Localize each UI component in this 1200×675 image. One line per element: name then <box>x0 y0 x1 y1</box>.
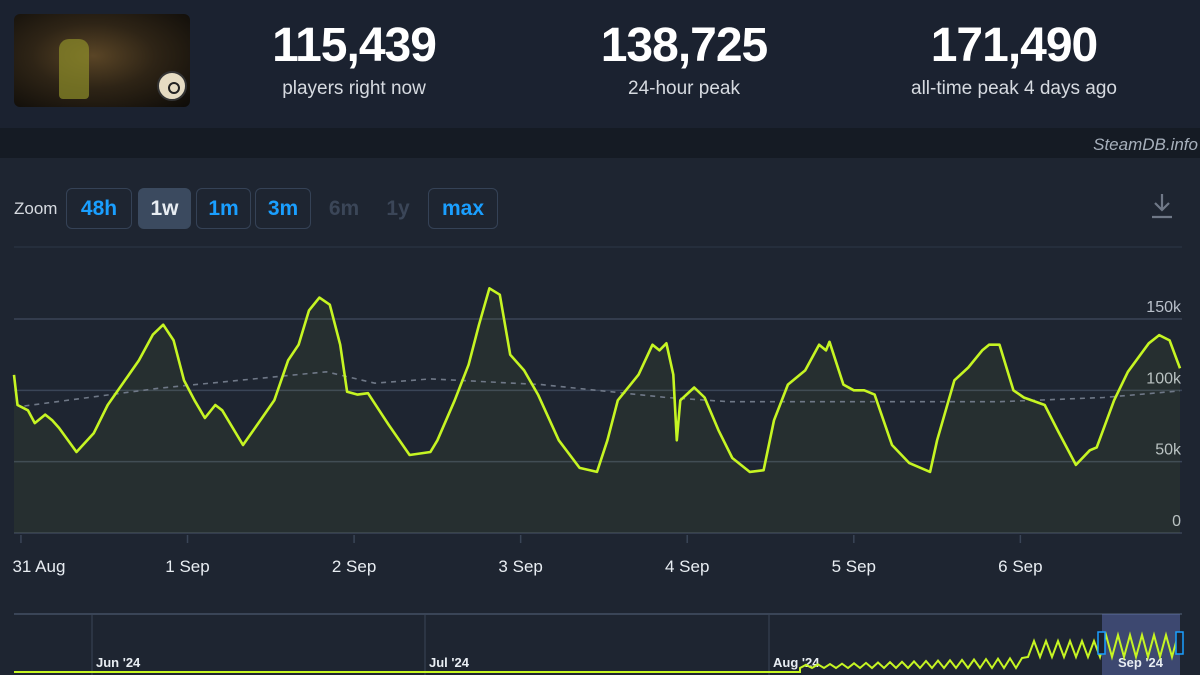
stat-label: all-time peak 4 days ago <box>911 78 1117 99</box>
x-tick-label: 3 Sep <box>498 557 542 576</box>
x-tick-label: 31 Aug <box>12 557 65 576</box>
download-icon[interactable] <box>1150 192 1174 220</box>
stat-label: players right now <box>282 78 426 99</box>
brand-label[interactable]: SteamDB.info <box>1093 135 1198 154</box>
navigator-line <box>14 631 1179 673</box>
stats-header: 115,439 players right now 138,725 24-hou… <box>0 0 1200 128</box>
stat-value: 115,439 <box>272 19 437 72</box>
game-thumbnail[interactable] <box>14 14 190 107</box>
zoom-3m-button[interactable]: 3m <box>255 188 311 229</box>
x-tick-label: 5 Sep <box>832 557 876 576</box>
zoom-48h-button[interactable]: 48h <box>66 188 132 229</box>
navigator-label: Jun '24 <box>96 655 141 670</box>
players-line <box>12 286 1182 474</box>
navigator <box>14 614 1182 675</box>
stat-all-time-peak: 171,490 all-time peak 4 days ago <box>864 18 1164 100</box>
zoom-label: Zoom <box>14 199 58 218</box>
zoom-1y-button: 1y <box>386 196 410 220</box>
stat-value: 138,725 <box>600 19 769 72</box>
zoom-6m-button: 6m <box>328 196 360 220</box>
x-tick-label: 6 Sep <box>998 557 1042 576</box>
y-tick-label: 50k <box>1155 442 1182 459</box>
stat-value: 171,490 <box>930 19 1099 72</box>
navigator-label: Jul '24 <box>429 655 470 670</box>
navigator-handle-right[interactable] <box>1175 631 1184 655</box>
stat-label: 24-hour peak <box>628 78 740 99</box>
zoom-1m-button[interactable]: 1m <box>196 188 251 229</box>
stat-players-now: 115,439 players right now <box>204 18 504 100</box>
navigator-handle-left[interactable] <box>1097 631 1106 655</box>
x-tick-label: 2 Sep <box>332 557 376 576</box>
zoom-1w-button[interactable]: 1w <box>138 188 191 229</box>
y-tick-label: 0 <box>1172 513 1181 530</box>
x-tick-label: 4 Sep <box>665 557 709 576</box>
y-tick-label: 100k <box>1146 370 1182 387</box>
divider-band <box>0 128 1200 158</box>
stat-24h-peak: 138,725 24-hour peak <box>534 18 834 100</box>
y-tick-label: 150k <box>1146 299 1182 316</box>
x-tick-label: 1 Sep <box>165 557 209 576</box>
navigator-label: Sep '24 <box>1118 655 1164 670</box>
emblem-icon <box>157 71 187 101</box>
series-area <box>14 288 1180 533</box>
zoom-max-button[interactable]: max <box>428 188 498 229</box>
